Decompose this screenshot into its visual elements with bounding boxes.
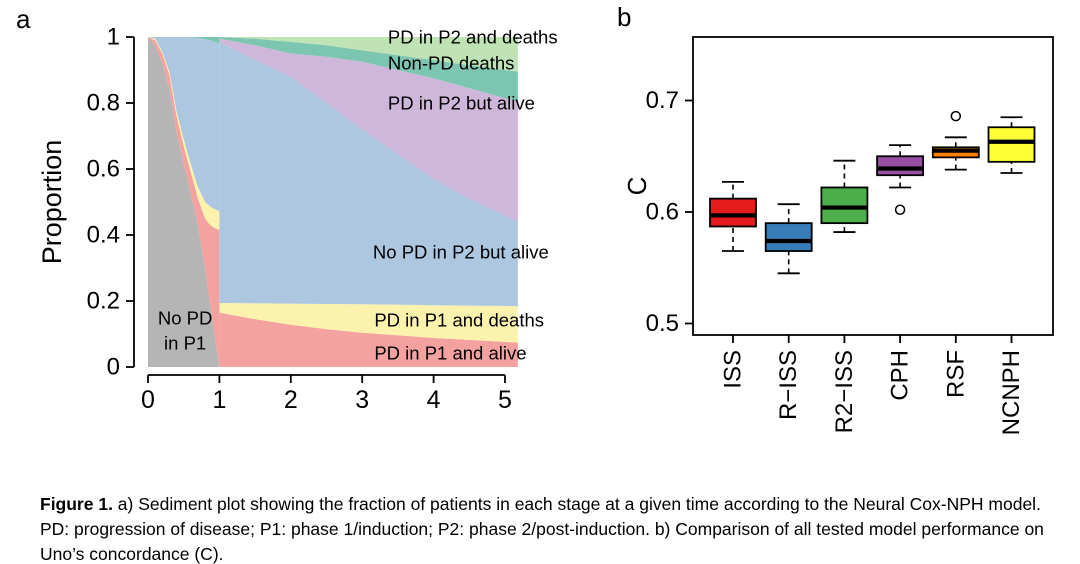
box-iqr [876,155,924,177]
x-tick-label: 2 [284,386,298,414]
area-layer-non-pd-deaths [148,37,220,44]
y-tick-label: 0.5 [646,310,679,337]
area-layer-pd-in-p1-and-deaths [148,37,220,231]
boxplot-box-cph [876,144,924,216]
annotation-no-pd: No PD [158,308,213,329]
panel-letter-b: b [617,2,631,32]
panel-letter-a: a [16,4,31,34]
x-category-label: NCNPH [998,350,1025,435]
sediment-phase2 [219,37,518,367]
box-iqr [820,186,869,225]
x-category-label: RSF [942,350,969,398]
area-layer-no-pd-in-p2-but-alive [219,41,518,307]
y-tick-label: 0 [107,354,120,381]
box-iqr [987,126,1036,163]
panel-a-axes [126,36,506,383]
area-layer-pd-in-p2-but-alive [219,38,518,222]
area-layer-non-pd-deaths [219,37,518,102]
sediment-plot: 0 0.2 0.4 0.6 0.8 1 0 1 2 3 4 5 Proportion PD in P2 a… [37,24,558,415]
y-tick-label: 0.2 [87,288,120,315]
x-category-label: R2−ISS [831,350,858,433]
x-category-label: ISS [720,350,747,389]
y-tick-label: 0.6 [646,199,679,226]
figure-caption: Figure 1. a) Sediment plot showing the f… [40,492,1048,564]
annotation-pd-in-p2-but-alive: PD in P2 but alive [388,93,535,114]
caption-label: Figure 1. [40,493,113,514]
area-layer-pd-in-p1-and-alive [219,312,518,367]
annotation-pd-in-p1-and-deaths: PD in P1 and deaths [374,310,544,331]
panel-b-frame [692,36,1054,336]
y-tick-label: 1 [107,24,120,51]
box-iqr [709,197,757,228]
sediment-phase1 [148,37,220,367]
caption-text: a) Sediment plot showing the fraction of… [40,493,1044,564]
area-layer-no-pd-in-p1 [148,37,220,367]
area-layer-pd-in-p1-and-deaths [219,303,518,343]
x-category-label: CPH [887,350,914,401]
x-category-label: R−ISS [775,350,802,420]
area-layer-no-pd-in-p2-but-alive [148,37,220,212]
annotation-pd-in-p1-and-alive: PD in P1 and alive [374,343,526,364]
y-tick-label: 0.6 [87,156,120,183]
y-tick-label: 0.7 [646,87,679,114]
box-iqr [764,222,813,252]
x-tick-label: 0 [141,386,155,414]
boxplot-box-r-iss [764,203,813,275]
boxplot-box-iss [709,180,757,252]
boxplot-box-ncnph [987,116,1036,174]
x-tick-label: 3 [355,386,369,414]
boxplot-box-rsf [931,110,980,171]
annotation-in-p1: in P1 [164,332,206,353]
axis-label-c: C [622,177,652,196]
x-tick-label: 5 [498,386,512,414]
x-tick-label: 4 [427,386,441,414]
x-tick-label: 1 [212,386,226,414]
annotation-non-pd-deaths: Non-PD deaths [388,53,514,74]
axis-label-proportion: Proportion [37,140,67,265]
figure-svg: 0 0.2 0.4 0.6 0.8 1 0 1 2 3 4 5 Proportion PD in P2 a… [16,2,1054,435]
y-tick-label: 0.4 [87,222,120,249]
outlier-point [950,110,962,122]
outlier-point [894,204,906,216]
annotation-no-pd-in-p2-but-alive: No PD in P2 but alive [373,242,549,263]
y-tick-label: 0.8 [87,90,120,117]
boxplot-chart: 0.5 0.6 0.7 C ISS R−ISS R2−ISS CPH RSF NCNPH [622,36,1054,435]
area-layer-pd-in-p2-and-deaths [219,37,518,72]
boxplot-box-r2-iss [820,159,869,233]
annotation-pd-in-p2-and-deaths: PD in P2 and deaths [388,27,558,48]
